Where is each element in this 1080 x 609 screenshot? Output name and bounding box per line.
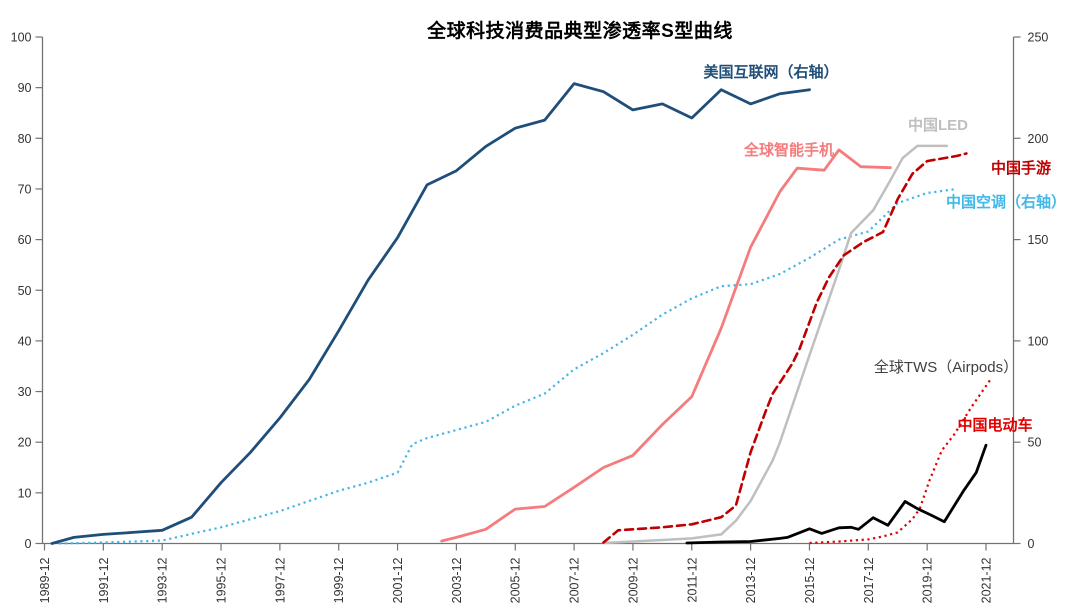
x-tick-label: 2021-12	[979, 557, 993, 603]
x-tick-label: 2005-12	[509, 557, 523, 603]
chart-title: 全球科技消费品典型渗透率S型曲线	[427, 21, 733, 42]
x-tick-label: 2013-12	[744, 557, 758, 603]
series-label-global-tws: 全球TWS（Airpods）	[874, 358, 1018, 376]
y-left-tick-label: 70	[18, 182, 32, 196]
series-line-global-smartphone	[440, 148, 892, 543]
series-label-china-led: 中国LED	[908, 116, 968, 134]
y-left-tick-label: 50	[18, 284, 32, 298]
x-tick-label: 2003-12	[450, 557, 464, 603]
series-label-global-smartphone: 全球智能手机	[743, 141, 834, 159]
y-left-tick-label: 40	[18, 334, 32, 348]
y-right-tick-label: 250	[1028, 31, 1049, 45]
series-label-us-internet: 美国互联网（右轴）	[703, 63, 838, 81]
series-line-china-ev	[809, 378, 992, 545]
series-label-china-mobile-games: 中国手游	[991, 159, 1051, 177]
y-left-tick-label: 90	[18, 81, 32, 95]
x-tick-label: 2017-12	[862, 557, 876, 603]
y-right-tick-label: 100	[1028, 334, 1049, 348]
series-label-china-ev: 中国电动车	[957, 416, 1032, 434]
series-line-china-ac	[59, 187, 957, 545]
series-line-us-internet	[50, 82, 811, 545]
x-tick-label: 2001-12	[391, 557, 405, 603]
y-right-tick-label: 50	[1028, 436, 1042, 450]
y-right-tick-label: 150	[1028, 233, 1049, 247]
x-tick-label: 1991-12	[97, 557, 111, 603]
y-left-tick-label: 0	[25, 537, 32, 551]
y-left-tick-label: 30	[18, 385, 32, 399]
series-line-china-led	[602, 144, 949, 545]
x-tick-label: 1997-12	[273, 557, 287, 603]
y-right-tick-label: 0	[1028, 537, 1035, 551]
x-tick-label: 2015-12	[803, 557, 817, 603]
x-tick-label: 2019-12	[921, 557, 935, 603]
x-tick-label: 2009-12	[626, 557, 640, 603]
x-tick-label: 1999-12	[332, 557, 346, 603]
y-left-tick-label: 60	[18, 233, 32, 247]
x-tick-label: 1993-12	[156, 557, 170, 603]
x-tick-label: 2011-12	[685, 557, 699, 602]
x-tick-label: 2007-12	[568, 557, 582, 603]
y-left-tick-label: 100	[11, 31, 32, 45]
series-line-global-tws	[685, 443, 988, 545]
y-right-tick-label: 200	[1028, 132, 1049, 146]
y-left-tick-label: 20	[18, 436, 32, 450]
y-left-tick-label: 10	[18, 486, 32, 500]
series-line-china-mobile-games	[602, 152, 968, 544]
x-tick-label: 1995-12	[215, 557, 229, 603]
x-tick-label: 1989-12	[38, 557, 52, 603]
y-left-tick-label: 80	[18, 132, 32, 146]
series-label-china-ac: 中国空调（右轴）	[946, 193, 1066, 211]
